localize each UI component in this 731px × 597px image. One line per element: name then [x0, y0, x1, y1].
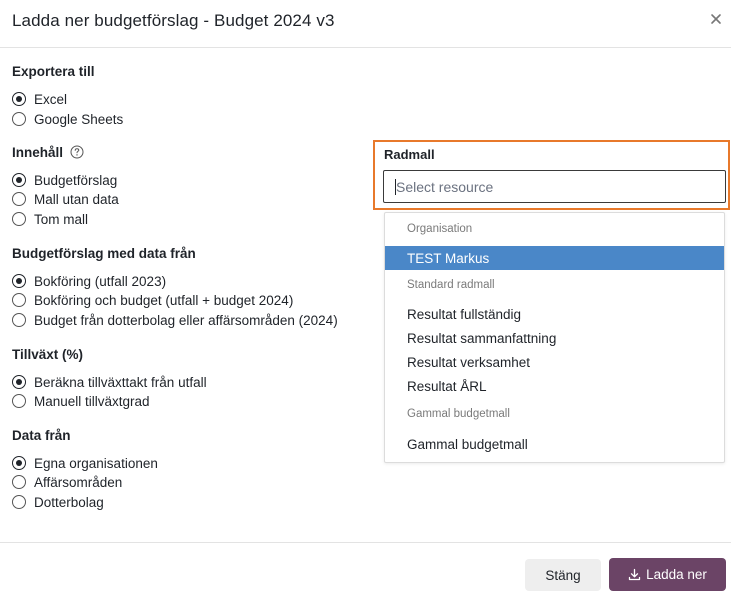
radio-label: Affärsområden: [34, 474, 123, 490]
radio-label: Mall utan data: [34, 191, 119, 207]
dialog-footer: [0, 542, 731, 597]
dropdown-group-label: Standard radmall: [407, 279, 495, 291]
radio-button[interactable]: [12, 495, 26, 509]
radio-button[interactable]: [12, 456, 26, 470]
growth-section-title: Tillväxt (%): [12, 347, 84, 362]
radio-label: Budget från dotterbolag eller affärsområ…: [34, 312, 338, 328]
radio-button[interactable]: [12, 173, 26, 187]
radio-growth-manuell[interactable]: Manuell tillväxtgrad: [12, 392, 150, 410]
dialog-header: Ladda ner budgetförslag - Budget 2024 v3: [0, 0, 731, 48]
radio-button[interactable]: [12, 112, 26, 126]
radio-button[interactable]: [12, 92, 26, 106]
download-button-label: Ladda ner: [646, 567, 707, 582]
content-section-label: Innehåll: [12, 145, 64, 160]
radio-label: Bokföring (utfall 2023): [34, 273, 167, 289]
export-section-title: Exportera till: [12, 64, 95, 79]
radio-label: Beräkna tillväxttakt från utfall: [34, 374, 207, 390]
dropdown-option-resultat-fullstandig[interactable]: Resultat fullständig: [407, 306, 522, 322]
radio-content-tom-mall[interactable]: Tom mall: [12, 210, 88, 228]
radio-button[interactable]: [12, 192, 26, 206]
radio-source-dotterbolag[interactable]: Budget från dotterbolag eller affärsområ…: [12, 311, 338, 329]
radio-button[interactable]: [12, 375, 26, 389]
dropdown-option-resultat-verksamhet[interactable]: Resultat verksamhet: [407, 354, 531, 370]
radio-button[interactable]: [12, 394, 26, 408]
radio-button[interactable]: [12, 293, 26, 307]
radio-button[interactable]: [12, 274, 26, 288]
dialog-title: Ladda ner budgetförslag - Budget 2024 v3: [12, 11, 335, 30]
radio-export-google-sheets[interactable]: Google Sheets: [12, 110, 123, 128]
radio-label: Egna organisationen: [34, 455, 158, 471]
radmall-highlight: [373, 140, 730, 210]
radio-label: Dotterbolag: [34, 494, 104, 510]
download-icon: [628, 568, 641, 581]
close-button[interactable]: Stäng: [525, 559, 601, 591]
radio-label: Tom mall: [34, 211, 89, 227]
radio-label: Google Sheets: [34, 111, 124, 127]
radio-datafrom-egna[interactable]: Egna organisationen: [12, 454, 158, 472]
resource-dropdown: Organisation TEST Markus Standard radmal…: [384, 212, 725, 463]
text-caret: [395, 179, 396, 195]
radio-source-bokforing[interactable]: Bokföring (utfall 2023): [12, 272, 166, 290]
radio-content-budgetforslag[interactable]: Budgetförslag: [12, 171, 117, 189]
download-button[interactable]: Ladda ner: [609, 558, 726, 591]
radmall-label: Radmall: [384, 147, 435, 162]
content-section-title: Innehåll: [12, 145, 84, 162]
question-circle-icon[interactable]: [70, 145, 84, 162]
radio-datafrom-affarsomraden[interactable]: Affärsområden: [12, 473, 122, 491]
resource-select-input[interactable]: [383, 170, 726, 203]
radio-button[interactable]: [12, 475, 26, 489]
dropdown-group-label: Organisation: [407, 223, 473, 235]
radio-content-mall-utan-data[interactable]: Mall utan data: [12, 190, 119, 208]
radio-source-bokforing-budget[interactable]: Bokföring och budget (utfall + budget 20…: [12, 291, 293, 309]
dropdown-group-label: Gammal budgetmall: [407, 408, 510, 420]
radio-label: Bokföring och budget (utfall + budget 20…: [34, 292, 294, 308]
radio-growth-berakna[interactable]: Beräkna tillväxttakt från utfall: [12, 373, 207, 391]
datafrom-section-title: Data från: [12, 428, 71, 443]
radio-label: Excel: [34, 91, 68, 107]
radio-label: Budgetförslag: [34, 172, 118, 188]
radio-button[interactable]: [12, 313, 26, 327]
close-icon[interactable]: [707, 10, 725, 28]
dropdown-option-resultat-sammanfattning[interactable]: Resultat sammanfattning: [407, 330, 557, 346]
dropdown-option-resultat-arl[interactable]: Resultat ÅRL: [407, 378, 487, 394]
radio-export-excel[interactable]: Excel: [12, 90, 67, 108]
dropdown-option-test-markus[interactable]: TEST Markus: [385, 246, 724, 270]
source-section-title: Budgetförslag med data från: [12, 246, 196, 261]
radio-label: Manuell tillväxtgrad: [34, 393, 150, 409]
radio-datafrom-dotterbolag[interactable]: Dotterbolag: [12, 493, 104, 511]
radio-button[interactable]: [12, 212, 26, 226]
dropdown-option-gammal-budgetmall[interactable]: Gammal budgetmall: [407, 436, 528, 452]
